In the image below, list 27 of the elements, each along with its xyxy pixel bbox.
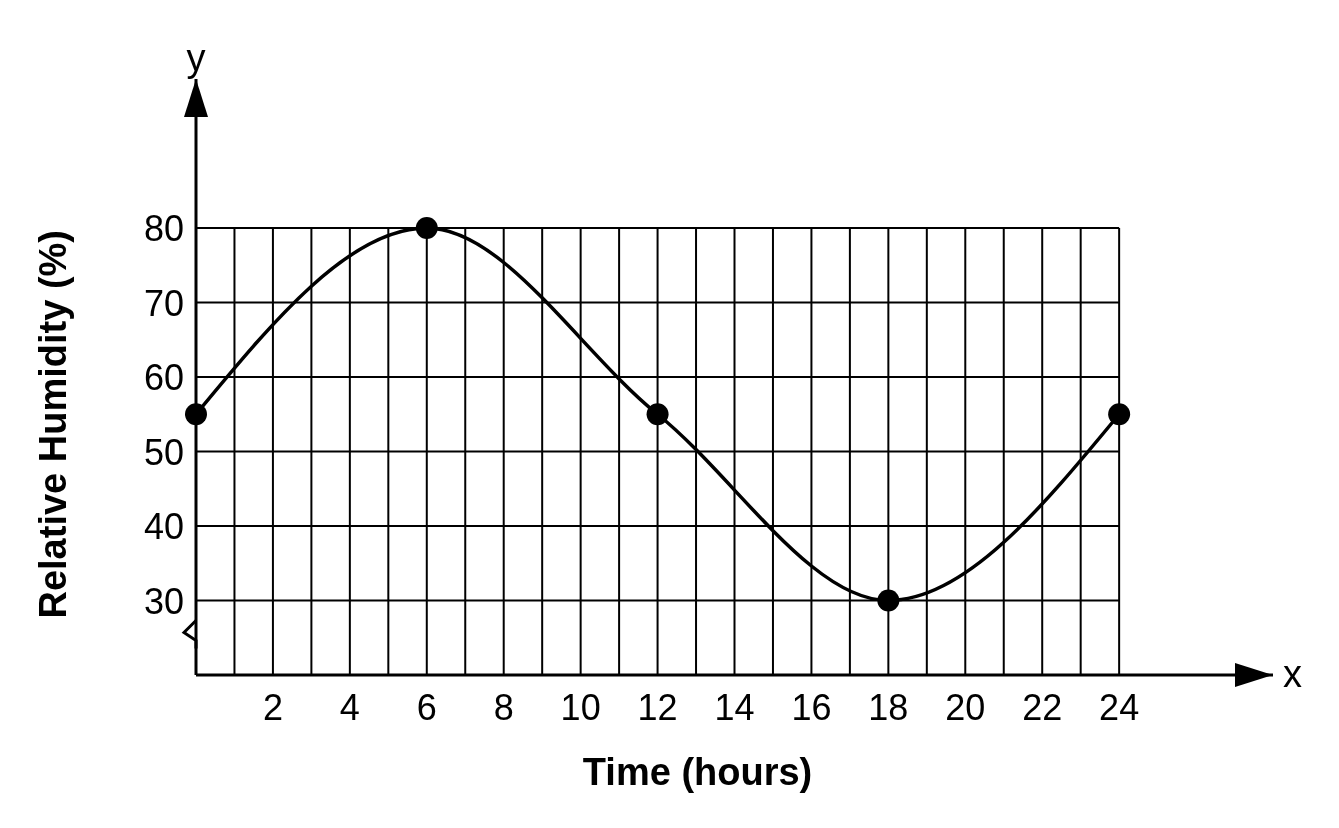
x-tick-label: 16 xyxy=(791,687,832,728)
x-tick-label: 6 xyxy=(416,687,437,728)
x-tick-label: 10 xyxy=(560,687,601,728)
point xyxy=(415,217,438,239)
point xyxy=(877,589,900,612)
x-tick-label: 2 xyxy=(262,687,283,728)
y-axis-title: Relative Humidity (%) xyxy=(32,229,74,619)
x-tick-label: 22 xyxy=(1022,687,1063,728)
point xyxy=(1108,403,1131,426)
y-tick-label: 30 xyxy=(143,580,184,622)
x-tick-label: 12 xyxy=(637,687,678,728)
x-tick-label: 20 xyxy=(945,687,986,728)
y-tick-label: 60 xyxy=(143,357,184,398)
point xyxy=(185,403,207,426)
y-tick-label: 70 xyxy=(143,282,184,324)
y-tick-label: 40 xyxy=(143,506,184,547)
x-tick-label: 4 xyxy=(339,687,360,728)
x-tick-label: 24 xyxy=(1099,687,1140,728)
x-tick-label: 14 xyxy=(714,687,755,728)
y-tick-label: 50 xyxy=(143,431,184,473)
x-tick-label: 18 xyxy=(868,687,909,728)
point xyxy=(646,403,669,426)
x-tick-label: 8 xyxy=(493,687,514,728)
y-tick-label: 80 xyxy=(143,208,184,249)
text: x xyxy=(1283,653,1302,695)
annotation: y xyxy=(186,37,206,79)
x-axis-title: Time (hours) xyxy=(582,751,813,793)
